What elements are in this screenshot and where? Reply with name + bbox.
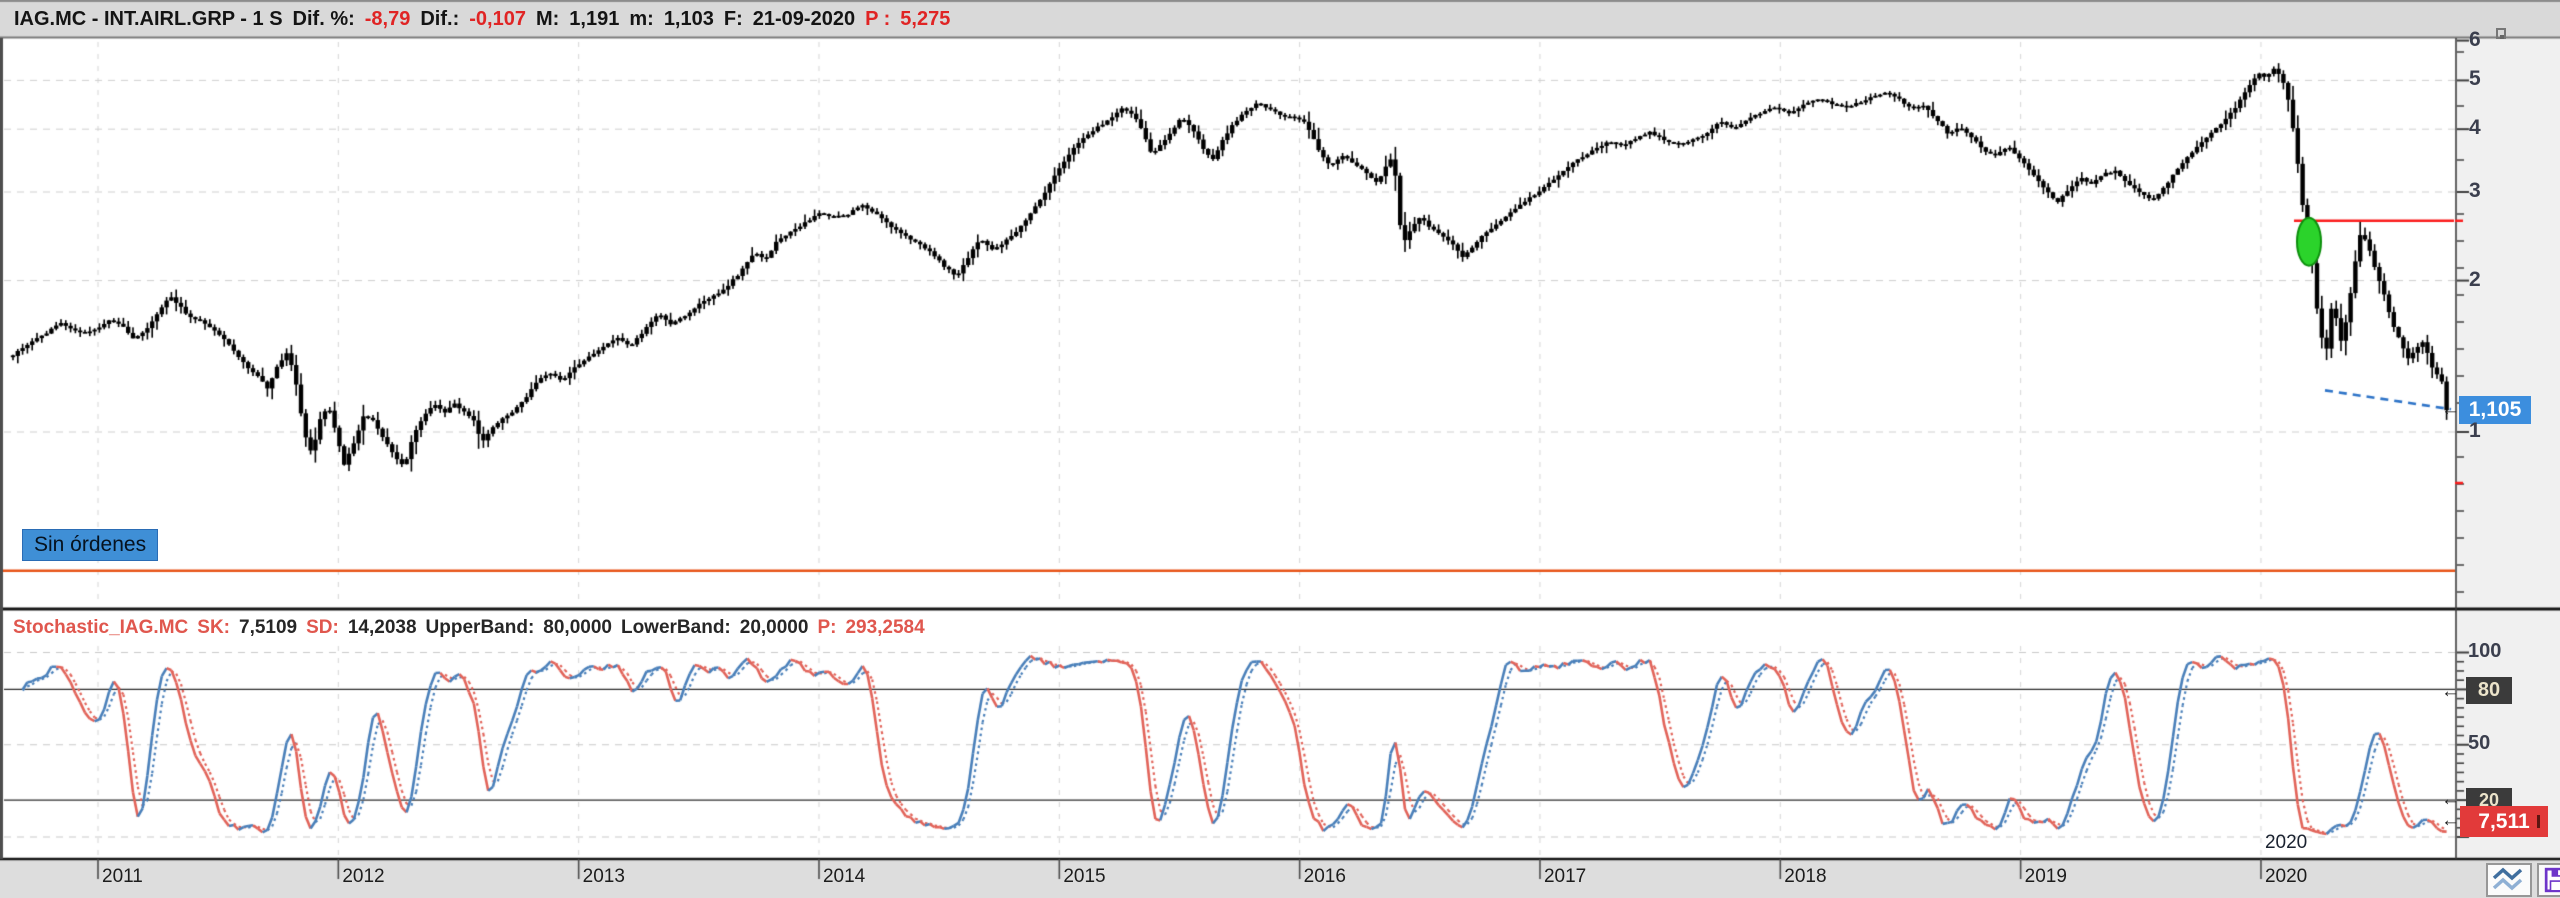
x-axis-year-label: 2018 [1784,866,1827,887]
inner-year-label: 2020 [2264,832,2308,853]
sk-value: 7,5109 [239,617,298,638]
min-label: m: [629,7,654,30]
sd-value: 14,2038 [347,617,417,638]
stoch-axis-label: 100 [2468,639,2502,662]
instrument-title: IAG.MC - INT.AIRL.GRP - 1 S [14,7,283,30]
stochastic-value-text: 7,511 [2478,809,2530,833]
indicator-button[interactable] [2486,863,2532,897]
min-value: 1,103 [663,7,714,30]
upperband-value: 80,0000 [543,617,612,638]
price-axis-label: 6 [2469,27,2481,51]
p-value: 293,2584 [845,617,925,638]
price-axis-label: 2 [2469,267,2481,291]
dif-pct-value: -8,79 [364,7,411,30]
x-axis-year-label: 2013 [582,866,625,887]
stoch-axis-label: 50 [2468,731,2491,754]
stochastic-value-badge: 7,511 [2460,806,2548,837]
date-label: F: [723,7,743,30]
lowerband-label: LowerBand: [620,617,731,638]
price-axis-label: 5 [2469,67,2481,91]
date-value: 21-09-2020 [752,7,856,30]
no-orders-badge: Sin órdenes [22,529,159,561]
x-axis-year-label: 2011 [102,866,143,887]
price-axis-label: 1 [2469,419,2481,442]
last-value: 5,275 [900,7,951,30]
x-axis-year-label: 2015 [1063,866,1106,887]
dif-pct-label: Dif. %: [292,7,355,30]
x-axis-year-label: 2017 [1543,866,1587,887]
stochastic-title: Stochastic_IAG.MC [13,617,189,638]
x-axis-year-label: 2014 [822,866,866,887]
x-axis-year-label: 2019 [2024,866,2067,887]
last-price-arrow-icon: ← [2441,399,2460,420]
last-label: P : [865,7,891,30]
upper-band-badge: 80 [2466,677,2512,704]
zigzag-icon [2492,867,2523,891]
x-axis-year-label: 2016 [1303,866,1346,887]
axis-pin-icon [2494,27,2508,49]
no-orders-label: Sin órdenes [34,533,147,556]
x-axis-year-label: 2012 [342,866,385,887]
upper-band-arrow-icon: ← [2441,681,2460,702]
price-axis-label: 3 [2469,179,2481,202]
last-price-badge: 1,105 [2459,396,2531,424]
dif-label: Dif.: [420,7,460,30]
header-bar: IAG.MC - INT.AIRL.GRP - 1 S Dif. %: -8,7… [0,0,2560,38]
price-axis-label: 4 [2469,116,2481,140]
stochastic-header: Stochastic_IAG.MC SK: 7,5109 SD: 14,2038… [0,613,2450,643]
max-label: M: [535,7,560,30]
sd-label: SD: [306,617,339,638]
sk-label: SK: [197,617,230,638]
x-axis-year-label: 2020 [2264,866,2308,887]
floppy-disk-icon [2544,867,2560,893]
lower-band-arrow-icon: ← [2441,789,2460,810]
save-button[interactable] [2537,863,2560,897]
lowerband-value: 20,0000 [739,617,809,638]
max-value: 1,191 [569,7,620,30]
upperband-label: UpperBand: [425,617,535,638]
p-label: P: [817,617,837,638]
dif-value: -0,107 [469,7,526,30]
stoch-value-arrow-icon: ← [2441,810,2460,831]
